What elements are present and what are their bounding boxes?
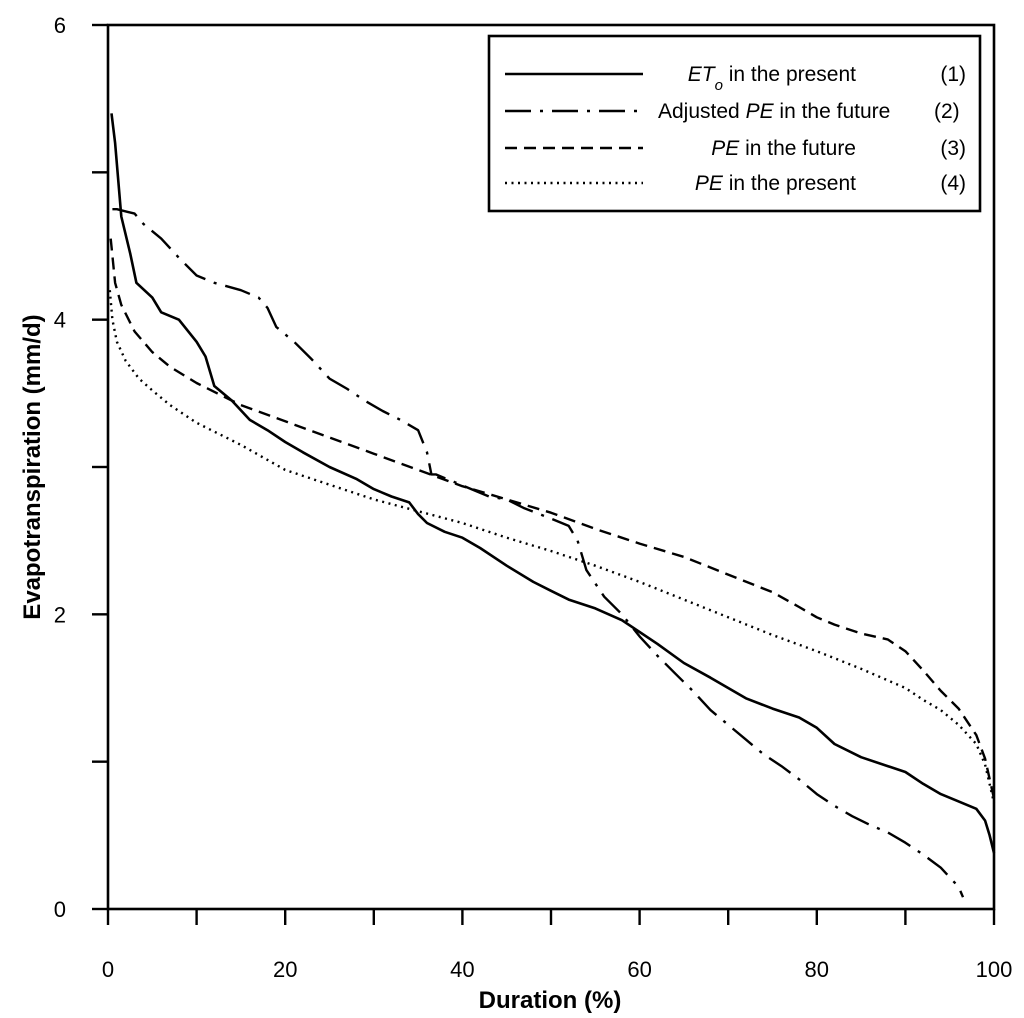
- y-tick-label: 2: [54, 602, 66, 627]
- legend-number-3: (3): [940, 137, 966, 160]
- legend-number-2: (2): [934, 100, 960, 123]
- x-tick-label: 100: [976, 957, 1013, 982]
- legend-number-4: (4): [940, 172, 966, 195]
- legend-label-1: ETo in the present: [688, 63, 856, 94]
- x-tick-label: 60: [627, 957, 651, 982]
- y-axis-title: Evapotranspiration (mm/d): [19, 314, 46, 619]
- ticks: 0 20 40 60 80 100 0 2 4 6: [54, 13, 1013, 982]
- legend-label-2: Adjusted PE in the future: [658, 100, 890, 123]
- x-axis-title: Duration (%): [479, 987, 622, 1014]
- y-tick-label: 6: [54, 13, 66, 38]
- y-tick-label: 4: [54, 308, 66, 333]
- legend-number-1: (1): [940, 63, 966, 86]
- legend: ETo in the present (1) Adjusted PE in the …: [487, 34, 982, 213]
- x-tick-label: 20: [273, 957, 297, 982]
- legend-label-4: PE in the present: [695, 172, 856, 195]
- x-tick-label: 40: [450, 957, 474, 982]
- series-line-3: [109, 238, 996, 799]
- series-line-2: [112, 207, 965, 898]
- legend-label-3: PE in the future: [711, 137, 856, 160]
- series-line-4: [108, 290, 996, 804]
- x-tick-label: 0: [102, 957, 114, 982]
- plot-lines: [108, 113, 996, 898]
- y-tick-label: 0: [54, 897, 66, 922]
- x-tick-label: 80: [805, 957, 829, 982]
- series-line-1: [110, 113, 996, 854]
